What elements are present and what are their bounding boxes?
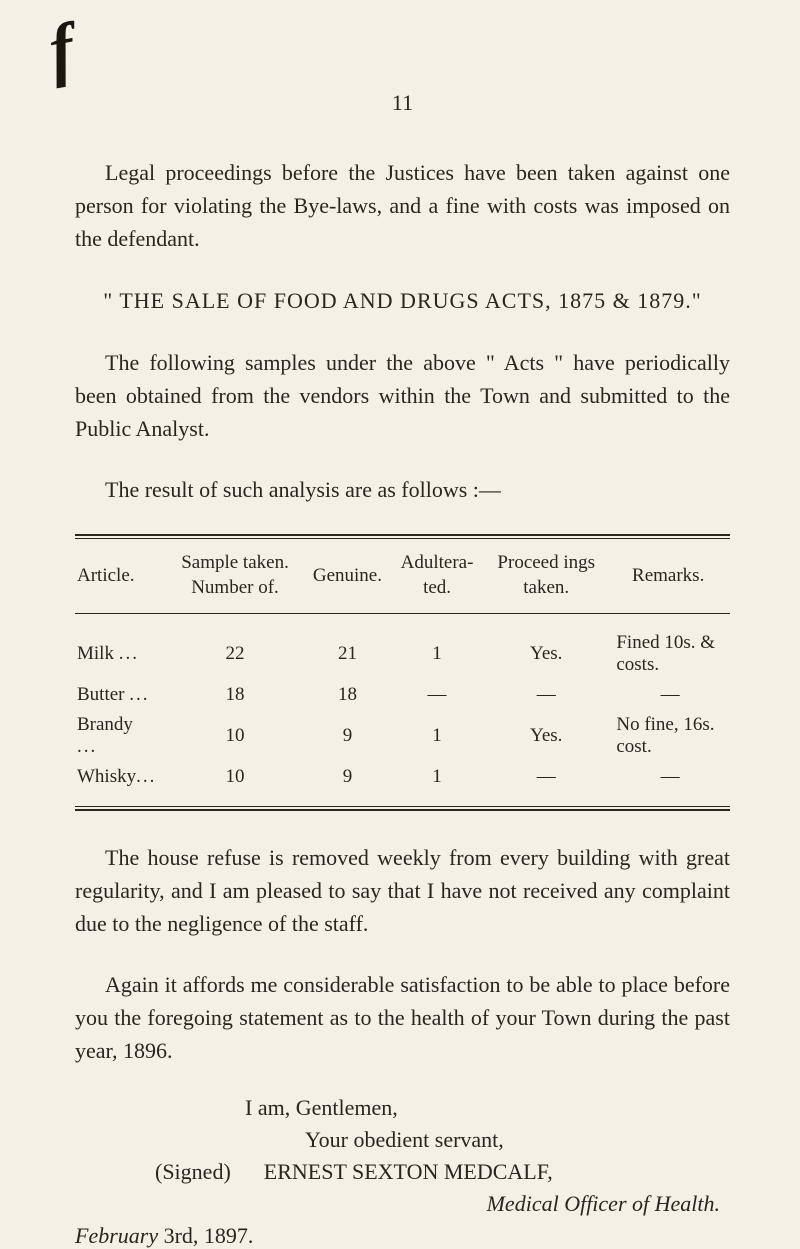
table-row: Whisky... 10 9 1 — —	[75, 762, 730, 806]
cell-sample: 10	[163, 710, 307, 762]
closing-signature-line: (Signed) ERNEST SEXTON MEDCALF,	[155, 1159, 730, 1185]
cell-proceedings: —	[486, 680, 606, 710]
analysis-table-container: Article. Sample taken. Number of. Genuin…	[75, 534, 730, 810]
cell-article: Whisky	[77, 766, 136, 787]
cell-sample: 10	[163, 762, 307, 806]
cell-genuine: 9	[307, 762, 388, 806]
cell-article: Butter	[77, 684, 125, 705]
table-row: Butter ... 18 18 — — —	[75, 680, 730, 710]
header-adulterated: Adultera­ ted.	[388, 539, 486, 613]
header-genuine: Genuine.	[307, 539, 388, 613]
page-number: 11	[75, 90, 730, 116]
closing-servant: Your obedient servant,	[305, 1127, 730, 1153]
closing-title: Medical Officer of Health.	[75, 1191, 720, 1217]
paragraph-intro: Legal proceedings before the Justices ha…	[75, 156, 730, 255]
cell-remarks: No fine, 16s. cost.	[606, 710, 730, 762]
closing-signed-label: (Signed)	[155, 1159, 231, 1184]
paragraph-result-intro: The result of such analysis are as follo…	[75, 473, 730, 506]
paragraph-satisfaction: Again it affords me considerable satisfa…	[75, 968, 730, 1067]
cell-remarks: Fined 10s. & costs.	[606, 613, 730, 680]
header-remarks: Remarks.	[606, 539, 730, 613]
cell-genuine: 18	[307, 680, 388, 710]
cell-sample: 18	[163, 680, 307, 710]
cell-dots: ...	[119, 643, 139, 664]
closing-salutation: I am, Gentlemen,	[245, 1095, 730, 1121]
acts-heading: " THE SALE OF FOOD AND DRUGS ACTS, 1875 …	[75, 283, 730, 318]
cell-adulterated: 1	[388, 762, 486, 806]
cell-adulterated: 1	[388, 710, 486, 762]
cell-dots: ...	[136, 766, 156, 787]
cell-remarks: —	[606, 762, 730, 806]
cell-dots: ...	[129, 684, 149, 705]
closing-block: I am, Gentlemen, Your obedient servant, …	[75, 1095, 730, 1249]
cell-sample: 22	[163, 613, 307, 680]
closing-date-day: 3rd, 1897.	[164, 1223, 254, 1248]
table-row: Brandy ... 10 9 1 Yes. No fine, 16s. cos…	[75, 710, 730, 762]
closing-date: February 3rd, 1897.	[75, 1223, 730, 1249]
page-decoration: f	[44, 14, 79, 87]
cell-genuine: 9	[307, 710, 388, 762]
table-header-row: Article. Sample taken. Number of. Genuin…	[75, 539, 730, 613]
cell-adulterated: 1	[388, 613, 486, 680]
cell-article: Brandy	[77, 714, 133, 735]
cell-article: Milk	[77, 643, 114, 664]
header-sample: Sample taken. Number of.	[163, 539, 307, 613]
analysis-table: Article. Sample taken. Number of. Genuin…	[75, 539, 730, 805]
header-article: Article.	[75, 539, 163, 613]
cell-genuine: 21	[307, 613, 388, 680]
cell-proceedings: —	[486, 762, 606, 806]
cell-dots: ...	[77, 736, 97, 757]
cell-remarks: —	[606, 680, 730, 710]
cell-proceedings: Yes.	[486, 710, 606, 762]
paragraph-samples: The following samples under the above " …	[75, 346, 730, 445]
cell-adulterated: —	[388, 680, 486, 710]
closing-signer-name: ERNEST SEXTON MEDCALF,	[264, 1159, 553, 1184]
cell-proceedings: Yes.	[486, 613, 606, 680]
closing-date-month: February	[75, 1223, 164, 1248]
table-row: Milk ... 22 21 1 Yes. Fined 10s. & costs…	[75, 613, 730, 680]
paragraph-refuse: The house refuse is removed weekly from …	[75, 841, 730, 940]
header-proceedings: Proceed­ ings taken.	[486, 539, 606, 613]
